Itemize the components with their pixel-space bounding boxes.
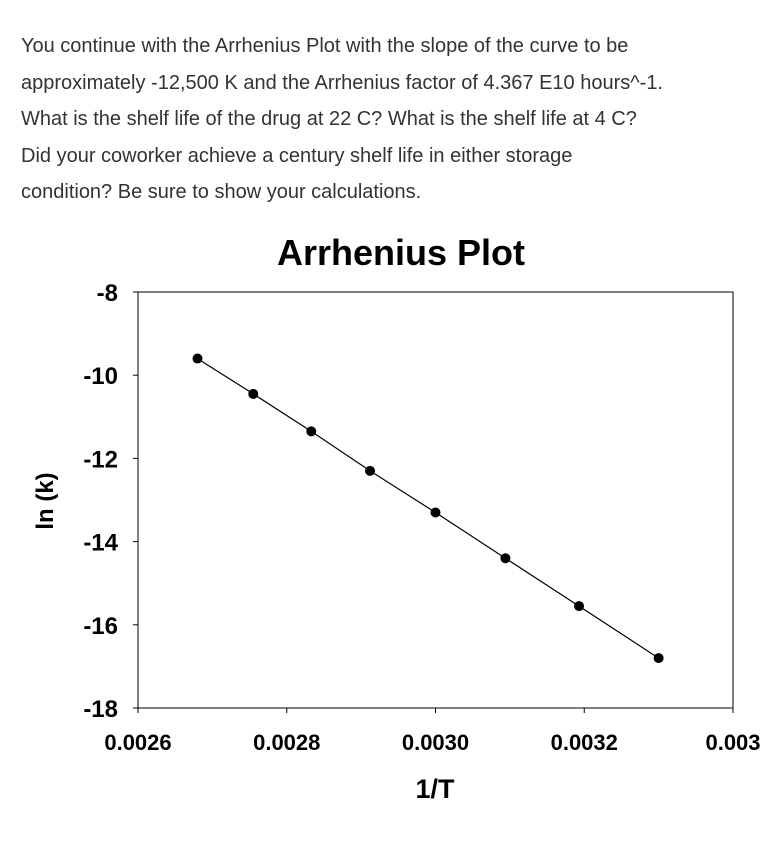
y-tick-label: -10 bbox=[83, 363, 118, 390]
y-axis-label: ln (k) bbox=[32, 472, 59, 529]
y-tick-label: -16 bbox=[83, 613, 118, 640]
series-line bbox=[197, 358, 659, 659]
data-point bbox=[653, 653, 664, 664]
data-point bbox=[306, 426, 317, 437]
arrhenius-chart: Arrhenius Plot 0.0026 0.0028 0.0030 0.0032 0… bbox=[0, 225, 780, 825]
y-tick-label: -14 bbox=[83, 530, 118, 557]
y-tick-label: -8 bbox=[97, 280, 118, 307]
x-tick-label: 0.0028 bbox=[253, 730, 320, 755]
series-points-group bbox=[192, 353, 664, 664]
question-text: You continue with the Arrhenius Plot wit… bbox=[21, 28, 761, 211]
question-line: Did your coworker achieve a century shel… bbox=[21, 144, 573, 167]
question-line: approximately -12,500 K and the Arrheniu… bbox=[21, 71, 663, 94]
y-axis-ticks: -8 -10 -12 -14 -16 -18 bbox=[83, 280, 138, 723]
chart-svg: Arrhenius Plot 0.0026 0.0028 0.0030 0.0032 0… bbox=[32, 232, 761, 804]
question-line: You continue with the Arrhenius Plot wit… bbox=[21, 35, 629, 57]
question-line: What is the shelf life of the drug at 22… bbox=[21, 108, 637, 130]
data-point bbox=[248, 388, 259, 399]
data-point bbox=[192, 353, 203, 364]
x-tick-label: 0.0030 bbox=[402, 730, 469, 755]
x-axis-label: 1/T bbox=[415, 774, 455, 804]
data-point bbox=[574, 601, 585, 612]
x-axis-ticks: 0.0026 0.0028 0.0030 0.0032 0.003 bbox=[104, 708, 761, 755]
plot-area bbox=[137, 291, 734, 709]
data-point bbox=[365, 465, 376, 476]
x-tick-label: 0.0026 bbox=[104, 730, 171, 755]
x-tick-label: 0.0032 bbox=[551, 730, 618, 755]
data-point bbox=[430, 507, 441, 518]
x-tick-label: 0.003 bbox=[705, 730, 760, 755]
y-tick-label: -12 bbox=[83, 446, 118, 473]
series-line-group bbox=[197, 358, 659, 659]
question-line: condition? Be sure to show your calculat… bbox=[21, 181, 422, 203]
chart-title: Arrhenius Plot bbox=[277, 232, 525, 273]
data-point bbox=[500, 553, 511, 564]
y-tick-label: -18 bbox=[83, 696, 118, 723]
